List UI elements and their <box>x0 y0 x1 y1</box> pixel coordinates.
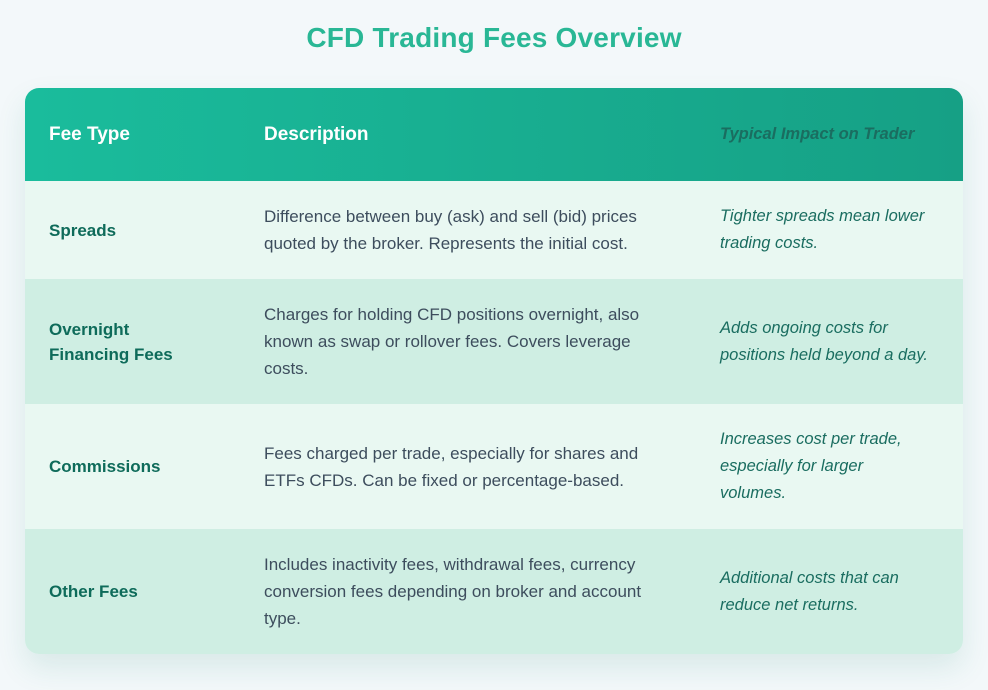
header-cell-fee-type: Fee Type <box>49 123 130 145</box>
description-cell: Charges for holding CFD positions overni… <box>264 305 640 378</box>
impact-cell: Adds ongoing costs for positions held be… <box>720 318 928 364</box>
impact-cell: Tighter spreads mean lower trading costs… <box>720 207 925 252</box>
page-title: CFD Trading Fees Overview <box>306 22 682 53</box>
description-cell: Fees charged per trade, especially for s… <box>264 443 639 490</box>
table-row: Spreads Difference between buy (ask) and… <box>25 181 963 279</box>
table-header-row: Fee Type Description Typical Impact on T… <box>25 88 963 181</box>
table-row: Overnight Financing Fees Charges for hol… <box>25 279 963 404</box>
description-cell: Includes inactivity fees, withdrawal fee… <box>264 555 642 628</box>
description-cell: Difference between buy (ask) and sell (b… <box>264 207 637 253</box>
fee-type-cell: Overnight Financing Fees <box>49 319 173 364</box>
header-cell-description: Description <box>264 123 369 145</box>
impact-cell: Increases cost per trade, especially for… <box>720 430 902 502</box>
fee-type-cell: Other Fees <box>49 582 138 601</box>
table-row: Commissions Fees charged per trade, espe… <box>25 404 963 529</box>
fees-table: Fee Type Description Typical Impact on T… <box>25 88 963 654</box>
impact-cell: Additional costs that can reduce net ret… <box>720 568 899 614</box>
fee-type-cell: Commissions <box>49 457 161 476</box>
fee-type-cell: Spreads <box>49 220 117 240</box>
header-cell-impact: Typical Impact on Trader <box>720 125 915 143</box>
table-row: Other Fees Includes inactivity fees, wit… <box>25 529 963 654</box>
